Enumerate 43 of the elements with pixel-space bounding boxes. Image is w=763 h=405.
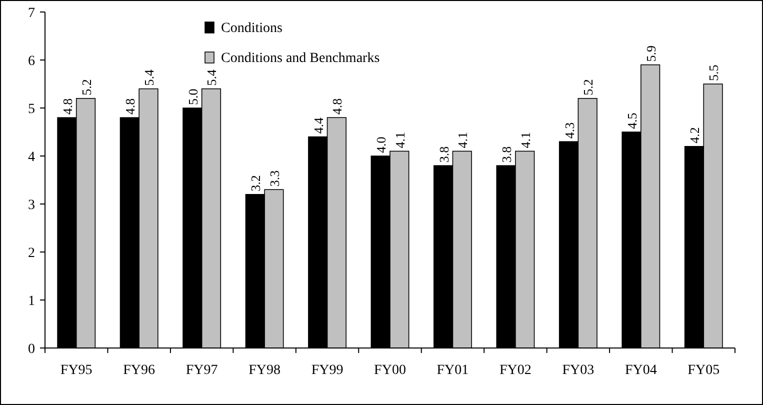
data-label: 4.2 — [687, 127, 702, 144]
legend-label: Conditions and Benchmarks — [221, 51, 380, 66]
x-tick-label: FY02 — [500, 363, 532, 378]
x-tick-label: FY01 — [436, 363, 469, 378]
x-tick-label: FY04 — [624, 363, 657, 378]
data-label: 4.1 — [518, 132, 533, 148]
y-tick-label: 1 — [28, 294, 35, 309]
x-tick-label: FY99 — [311, 363, 344, 378]
x-tick-label: FY97 — [186, 363, 218, 378]
data-label: 5.4 — [204, 69, 220, 86]
data-label: 4.1 — [392, 132, 408, 148]
x-tick-label: FY03 — [562, 363, 594, 378]
x-tick-label: FY05 — [688, 363, 720, 378]
data-label: 3.8 — [436, 146, 452, 163]
data-label: 4.8 — [330, 98, 345, 115]
data-label: 3.2 — [248, 175, 264, 192]
y-tick-label: 6 — [28, 54, 35, 69]
x-tick-label: FY96 — [123, 363, 156, 378]
data-label: 5.5 — [706, 64, 722, 81]
y-tick-label: 5 — [28, 102, 35, 117]
y-tick-label: 0 — [28, 342, 35, 357]
data-label: 5.2 — [580, 79, 596, 96]
data-label: 4.1 — [455, 132, 470, 148]
data-label: 5.9 — [643, 46, 658, 62]
y-tick-label: 7 — [28, 6, 35, 21]
data-label: 3.8 — [499, 146, 514, 163]
y-tick-label: 4 — [28, 150, 35, 165]
data-label: 3.3 — [266, 170, 282, 187]
data-label: 4.0 — [374, 136, 389, 153]
x-tick-label: FY98 — [248, 363, 280, 378]
x-tick-label: FY95 — [60, 363, 92, 378]
y-tick-label: 3 — [28, 198, 35, 213]
data-label: 4.8 — [122, 98, 138, 115]
data-label: 4.3 — [562, 122, 577, 139]
x-tick-label: FY00 — [374, 363, 406, 378]
data-label: 4.8 — [60, 98, 75, 115]
data-label: 4.4 — [310, 117, 326, 134]
y-tick-label: 2 — [28, 246, 35, 261]
legend-label: Conditions — [221, 21, 282, 36]
data-label: 4.5 — [624, 112, 640, 129]
data-label: 5.2 — [78, 79, 94, 96]
data-label: 5.0 — [185, 88, 200, 105]
data-label: 5.4 — [142, 69, 156, 86]
